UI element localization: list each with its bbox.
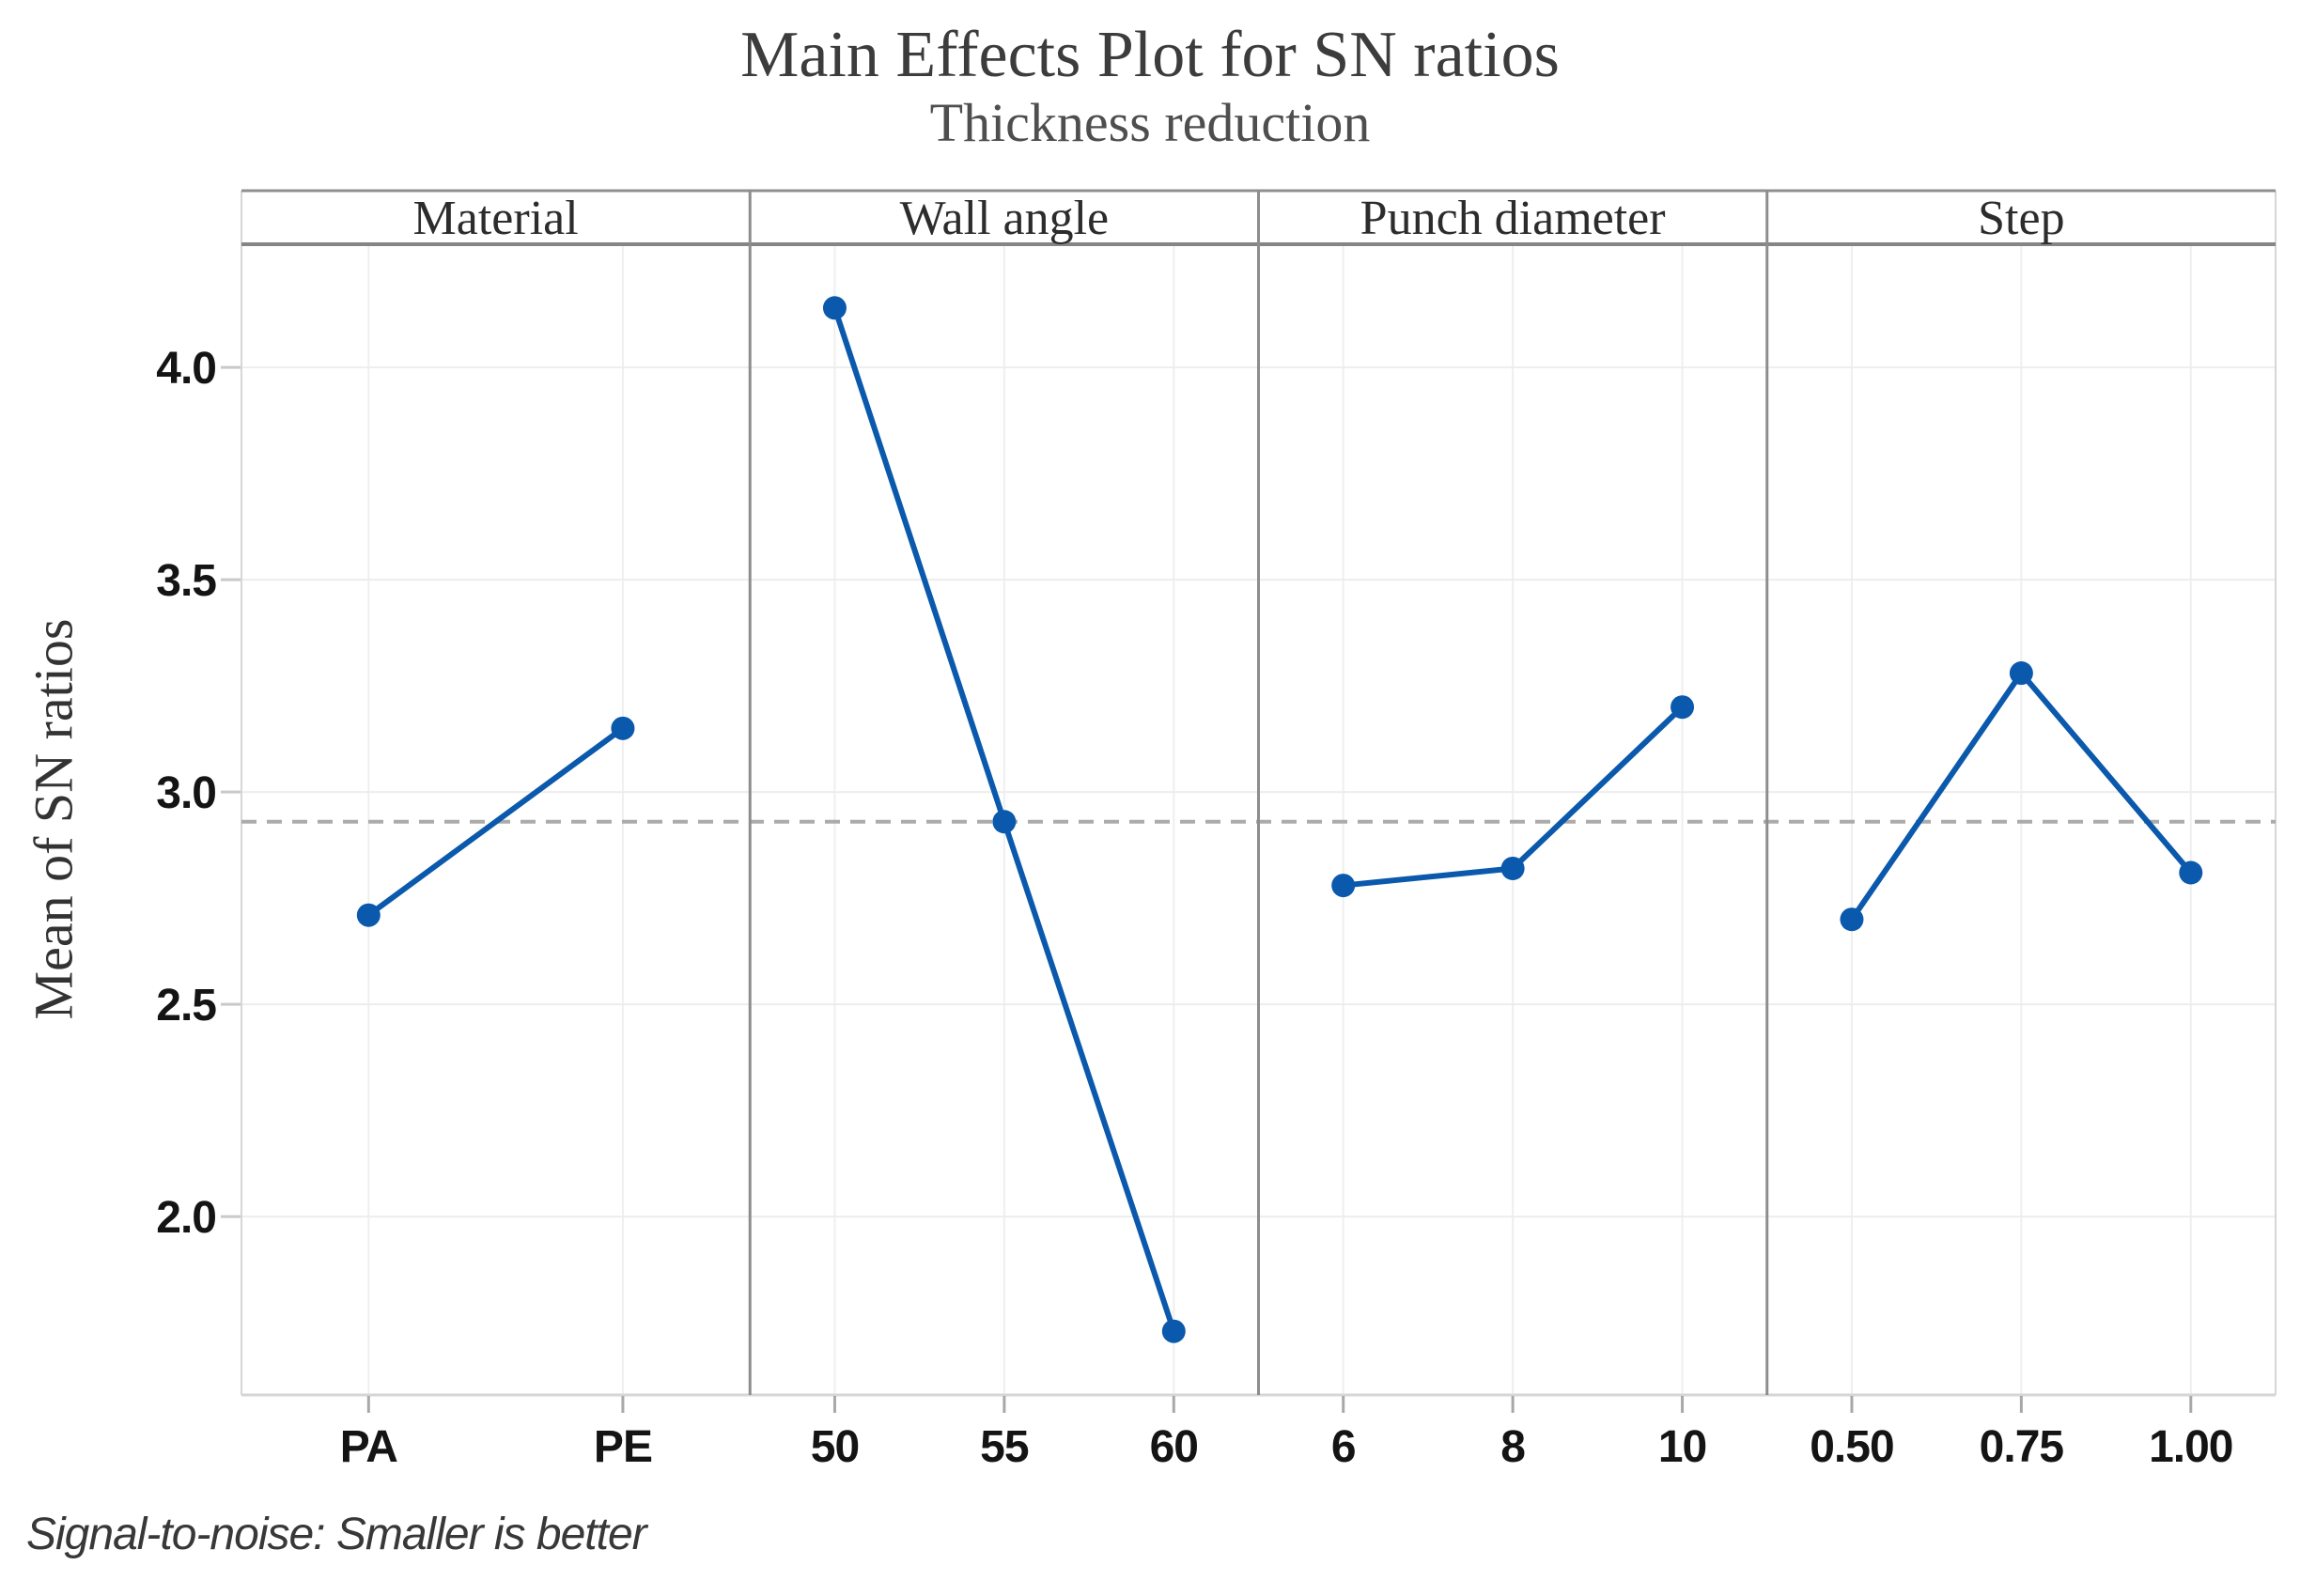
x-tick-label: 0.75	[1980, 1422, 2064, 1472]
x-tick-label: 55	[980, 1422, 1029, 1472]
x-tick-label: 1.00	[2149, 1422, 2232, 1472]
x-tick-label: 0.50	[1810, 1422, 1893, 1472]
y-tick-label: 2.0	[156, 1193, 216, 1243]
y-tick-label: 2.5	[156, 981, 216, 1030]
x-tick-label: 50	[811, 1422, 859, 1472]
chart-subtitle: Thickness reduction	[929, 92, 1371, 153]
x-tick-label: PE	[594, 1422, 652, 1472]
data-point-marker	[1840, 907, 1864, 932]
x-tick-label: PA	[340, 1422, 397, 1472]
data-point-marker	[356, 903, 381, 927]
signal-to-noise-footnote: Signal-to-noise: Smaller is better	[26, 1510, 647, 1559]
data-point-marker	[2009, 661, 2033, 686]
x-tick-label: 10	[1658, 1422, 1706, 1472]
x-tick-label: 60	[1150, 1422, 1198, 1472]
y-tick-label: 3.0	[156, 768, 216, 818]
x-tick-label: 8	[1500, 1422, 1525, 1472]
data-point-marker	[1161, 1319, 1186, 1343]
data-point-marker	[822, 296, 847, 320]
data-point-marker	[611, 716, 635, 740]
panel-header-label: Material	[413, 192, 579, 245]
panel-header-label: Punch diameter	[1360, 192, 1666, 245]
panel-header-label: Wall angle	[900, 192, 1110, 245]
panel-header-label: Step	[1978, 192, 2064, 245]
y-tick-label: 3.5	[156, 556, 216, 606]
data-point-marker	[2179, 860, 2203, 885]
data-point-marker	[1331, 874, 1356, 898]
series-line	[365, 725, 626, 919]
y-tick-label: 4.0	[156, 344, 216, 394]
chart-title: Main Effects Plot for SN ratios	[740, 19, 1560, 91]
x-tick-label: 6	[1331, 1422, 1356, 1472]
data-point-marker	[992, 810, 1017, 834]
data-point-marker	[1500, 856, 1525, 880]
data-point-marker	[1671, 695, 1695, 720]
